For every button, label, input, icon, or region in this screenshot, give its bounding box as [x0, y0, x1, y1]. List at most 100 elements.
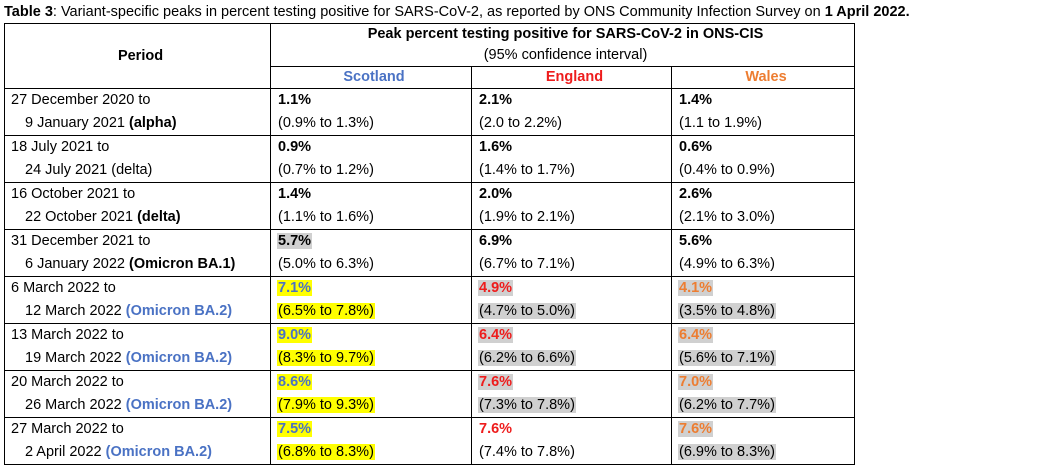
period-end: 24 July 2021: [25, 162, 112, 178]
period-end-line: 22 October 2021 (delta): [11, 206, 270, 229]
period-end-line: 9 January 2021 (alpha): [11, 112, 270, 135]
variant-label: (Omicron BA.1): [129, 256, 236, 272]
confidence-interval: (6.2% to 6.6%): [478, 350, 576, 366]
value-cell-england: 2.0% (1.9% to 2.1%): [471, 182, 672, 230]
caption-label: Table 3: [4, 4, 53, 20]
period-start: 18 July 2021 to: [11, 139, 110, 155]
confidence-interval: (0.4% to 0.9%): [679, 162, 775, 178]
peak-value: 7.1%: [277, 280, 313, 296]
peak-value: 5.7%: [277, 233, 313, 249]
period-end: 9 January 2021: [25, 115, 129, 131]
period-end: 19 March 2022: [25, 350, 126, 366]
variant-label: (Omicron BA.2): [125, 397, 233, 413]
table-row: 6 March 2022 to 12 March 2022 (Omicron BA…: [4, 276, 855, 324]
table-row: 31 December 2021 to 6 January 2022 (Omicr…: [4, 229, 855, 277]
period-start: 27 March 2022 to: [11, 421, 124, 437]
period-cell: 16 October 2021 to 22 October 2021 (delta…: [4, 182, 271, 230]
peak-value: 9.0%: [277, 327, 313, 343]
period-header: Period: [4, 23, 271, 89]
confidence-interval: (0.9% to 1.3%): [278, 115, 374, 131]
table-row: 18 July 2021 to 24 July 2021 (delta) 0.9% (…: [4, 135, 855, 183]
period-cell: 18 July 2021 to 24 July 2021 (delta): [4, 135, 271, 183]
peak-value: 8.6%: [277, 374, 313, 390]
period-start: 6 March 2022 to: [11, 280, 116, 296]
period-cell: 31 December 2021 to 6 January 2022 (Omicr…: [4, 229, 271, 277]
peak-value: 0.9%: [278, 139, 312, 155]
value-cell-scotland: 9.0% (8.3% to 9.7%): [270, 323, 472, 371]
value-cell-england: 1.6% (1.4% to 1.7%): [471, 135, 672, 183]
period-end-line: 2 April 2022 (Omicron BA.2): [11, 441, 270, 464]
value-cell-england: 7.6% (7.3% to 7.8%): [471, 370, 672, 418]
period-start: 31 December 2021 to: [11, 233, 151, 249]
country-header-scotland: Scotland: [270, 66, 472, 89]
confidence-interval: (2.1% to 3.0%): [679, 209, 775, 225]
value-cell-england: 4.9% (4.7% to 5.0%): [471, 276, 672, 324]
peak-value: 2.6%: [679, 186, 713, 202]
peak-value: 1.4%: [679, 92, 713, 108]
peak-value: 7.6%: [678, 421, 714, 437]
table-row: 27 December 2020 to 9 January 2021 (alpha…: [4, 88, 855, 136]
confidence-interval: (4.7% to 5.0%): [478, 303, 576, 319]
table-caption: Table 3: Variant-specific peaks in perce…: [4, 3, 910, 21]
peak-value: 5.6%: [679, 233, 713, 249]
confidence-interval: (5.0% to 6.3%): [278, 256, 374, 272]
confidence-interval: (2.0 to 2.2%): [479, 115, 563, 131]
value-cell-england: 2.1% (2.0 to 2.2%): [471, 88, 672, 136]
period-end-line: 19 March 2022 (Omicron BA.2): [11, 347, 270, 370]
peak-value: 1.6%: [479, 139, 513, 155]
table-row: 16 October 2021 to 22 October 2021 (delta…: [4, 182, 855, 230]
value-cell-scotland: 0.9% (0.7% to 1.2%): [270, 135, 472, 183]
peak-value: 6.4%: [478, 327, 514, 343]
value-cell-scotland: 1.4% (1.1% to 1.6%): [270, 182, 472, 230]
table-body: 27 December 2020 to 9 January 2021 (alpha…: [4, 88, 855, 465]
value-cell-wales: 6.4% (5.6% to 7.1%): [671, 323, 855, 371]
peak-value: 6.9%: [479, 233, 513, 249]
peak-value: 6.4%: [678, 327, 714, 343]
value-cell-england: 7.6% (7.4% to 7.8%): [471, 417, 672, 465]
peak-value: 7.6%: [478, 374, 514, 390]
peak-header-title: Peak percent testing positive for SARS-C…: [367, 26, 764, 42]
confidence-interval: (1.1 to 1.9%): [679, 115, 763, 131]
period-end: 2 April 2022: [25, 444, 106, 460]
confidence-interval: (5.6% to 7.1%): [678, 350, 776, 366]
period-end-line: 26 March 2022 (Omicron BA.2): [11, 394, 270, 417]
confidence-interval: (1.9% to 2.1%): [479, 209, 575, 225]
value-cell-wales: 7.6% (6.9% to 8.3%): [671, 417, 855, 465]
country-header-england: England: [471, 66, 672, 89]
period-end-line: 6 January 2022 (Omicron BA.1): [11, 253, 270, 276]
period-cell: 6 March 2022 to 12 March 2022 (Omicron BA…: [4, 276, 271, 324]
peak-header-subtitle: (95% confidence interval): [483, 47, 648, 63]
value-cell-england: 6.4% (6.2% to 6.6%): [471, 323, 672, 371]
confidence-interval: (3.5% to 4.8%): [678, 303, 776, 319]
peak-value: 7.0%: [678, 374, 714, 390]
country-header-wales: Wales: [671, 66, 855, 89]
value-cell-scotland: 8.6% (7.9% to 9.3%): [270, 370, 472, 418]
variant-label: (delta): [111, 162, 153, 178]
header-row-1: Period Peak percent testing positive for…: [4, 23, 855, 89]
value-cell-wales: 1.4% (1.1 to 1.9%): [671, 88, 855, 136]
period-start: 13 March 2022 to: [11, 327, 124, 343]
caption-date: 1 April 2022.: [824, 4, 910, 20]
variant-label: (Omicron BA.2): [105, 444, 212, 460]
period-end: 12 March 2022: [25, 303, 126, 319]
variant-label: (delta): [137, 209, 181, 225]
confidence-interval: (6.2% to 7.7%): [678, 397, 776, 413]
period-end: 6 January 2022: [25, 256, 129, 272]
value-cell-wales: 5.6% (4.9% to 6.3%): [671, 229, 855, 277]
period-end: 22 October 2021: [25, 209, 138, 225]
value-cell-scotland: 1.1% (0.9% to 1.3%): [270, 88, 472, 136]
value-cell-wales: 2.6% (2.1% to 3.0%): [671, 182, 855, 230]
value-cell-scotland: 7.1% (6.5% to 7.8%): [270, 276, 472, 324]
peak-value: 0.6%: [679, 139, 713, 155]
table-row: 20 March 2022 to 26 March 2022 (Omicron B…: [4, 370, 855, 418]
peak-value: 1.4%: [278, 186, 312, 202]
confidence-interval: (6.7% to 7.1%): [479, 256, 575, 272]
confidence-interval: (1.1% to 1.6%): [278, 209, 374, 225]
period-start: 16 October 2021 to: [11, 186, 136, 202]
confidence-interval: (4.9% to 6.3%): [679, 256, 775, 272]
period-cell: 13 March 2022 to 19 March 2022 (Omicron B…: [4, 323, 271, 371]
peak-value: 2.1%: [479, 92, 513, 108]
period-cell: 20 March 2022 to 26 March 2022 (Omicron B…: [4, 370, 271, 418]
peak-value: 4.1%: [678, 280, 714, 296]
peak-value: 4.9%: [478, 280, 514, 296]
